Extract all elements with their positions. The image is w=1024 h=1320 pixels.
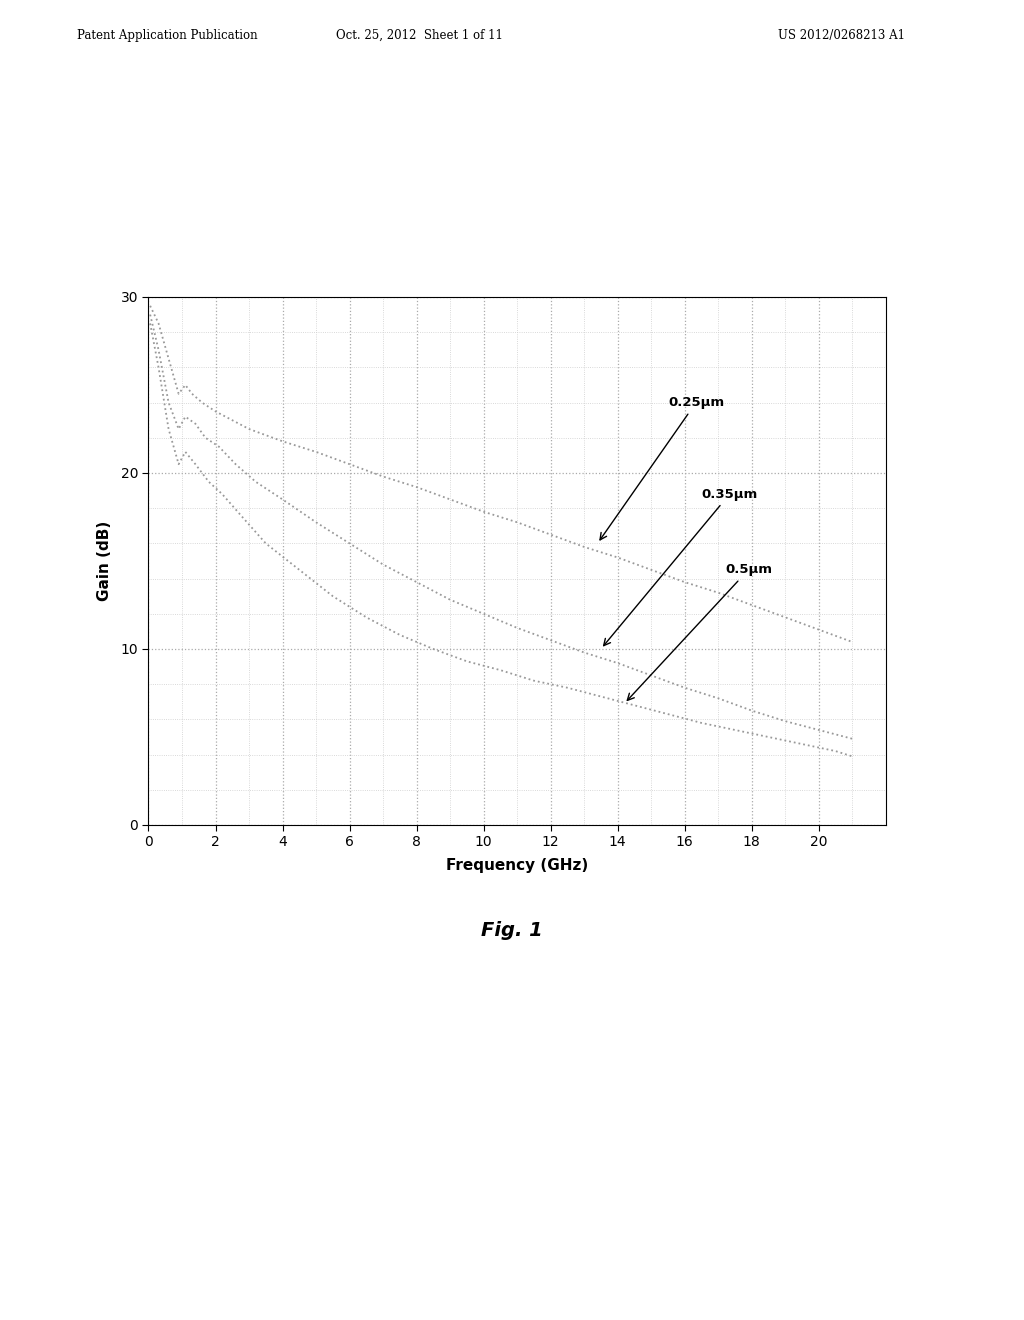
Text: Fig. 1: Fig. 1	[481, 921, 543, 940]
Text: 0.35μm: 0.35μm	[604, 487, 758, 645]
Text: US 2012/0268213 A1: US 2012/0268213 A1	[778, 29, 905, 42]
X-axis label: Frequency (GHz): Frequency (GHz)	[446, 858, 588, 873]
Text: 0.25μm: 0.25μm	[600, 396, 724, 540]
Text: Patent Application Publication: Patent Application Publication	[77, 29, 257, 42]
Y-axis label: Gain (dB): Gain (dB)	[97, 521, 112, 601]
Text: Oct. 25, 2012  Sheet 1 of 11: Oct. 25, 2012 Sheet 1 of 11	[337, 29, 503, 42]
Text: 0.5μm: 0.5μm	[628, 564, 772, 701]
